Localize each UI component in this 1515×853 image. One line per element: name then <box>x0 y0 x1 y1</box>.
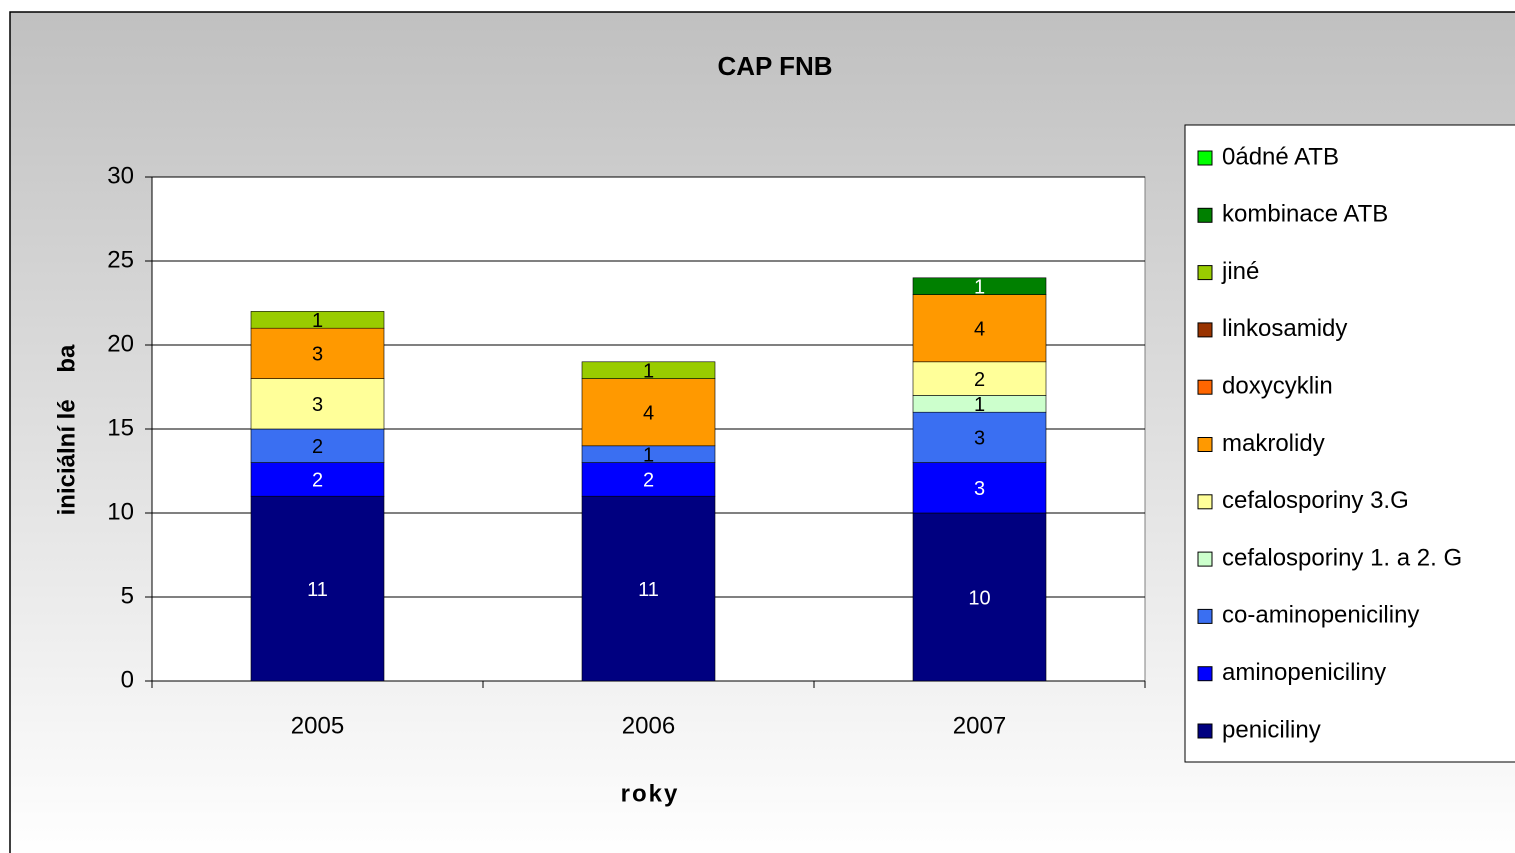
y-tick-label: 10 <box>107 498 134 525</box>
legend <box>1184 124 1515 763</box>
x-axis-label: roky <box>621 780 680 807</box>
data-label: 1 <box>643 360 654 382</box>
legend-swatch <box>1197 666 1213 682</box>
bar-segment <box>912 361 1047 396</box>
y-tick-label: 30 <box>107 162 134 189</box>
data-label: 2 <box>312 436 323 458</box>
data-label: 1 <box>643 444 654 466</box>
bar-segment <box>250 327 385 379</box>
legend-swatch <box>1197 723 1213 739</box>
data-label: 2 <box>312 470 323 492</box>
legend-swatch <box>1197 207 1213 223</box>
bar-segment <box>912 411 1047 463</box>
legend-swatch <box>1197 608 1213 624</box>
legend-label: cefalosporiny 3.G <box>1222 487 1409 514</box>
data-label: 3 <box>974 428 985 450</box>
legend-label: jiné <box>1221 258 1259 285</box>
bar-segment <box>250 428 385 463</box>
x-tick-label: 2007 <box>953 712 1006 739</box>
y-tick-label: 20 <box>107 330 134 357</box>
bar-segment <box>581 495 716 682</box>
data-label: 10 <box>968 587 990 609</box>
data-label: 1 <box>974 394 985 416</box>
data-label: 2 <box>974 369 985 391</box>
data-label: 11 <box>307 579 328 601</box>
y-tick-label: 15 <box>107 414 134 441</box>
data-label: 1 <box>312 310 323 332</box>
data-label: 4 <box>643 402 654 424</box>
data-label: 3 <box>974 478 985 500</box>
x-tick-label: 2005 <box>291 712 344 739</box>
bar-segment <box>581 462 716 497</box>
data-label: 4 <box>974 318 985 340</box>
bar-segment <box>250 495 385 682</box>
y-tick-label: 25 <box>107 246 134 273</box>
legend-label: peniciliny <box>1222 716 1321 743</box>
y-tick-label: 0 <box>121 666 134 693</box>
legend-label: linkosamidy <box>1222 315 1347 342</box>
y-axis-label: iniciální lé ba <box>53 344 80 515</box>
legend-swatch <box>1197 437 1213 452</box>
legend-swatch <box>1197 379 1213 395</box>
data-label: 1 <box>974 276 985 298</box>
bar-segment <box>581 361 716 379</box>
bar-segment <box>581 378 716 447</box>
data-label: 11 <box>638 579 659 601</box>
legend-label: 0ádné ATB <box>1222 143 1339 170</box>
legend-swatch <box>1197 265 1213 281</box>
legend-label: co-aminopeniciliny <box>1222 602 1419 629</box>
legend-label: kombinace ATB <box>1222 201 1388 228</box>
bar-segment <box>912 462 1047 514</box>
legend-label: cefalosporiny 1. a 2. G <box>1222 544 1462 571</box>
bar-segment <box>250 378 385 430</box>
bar-segment <box>912 512 1047 682</box>
legend-label: makrolidy <box>1222 430 1325 457</box>
bar-segment <box>912 294 1047 363</box>
chart-title: CAP FNB <box>717 51 832 81</box>
bar-segment <box>250 462 385 497</box>
legend-label: aminopeniciliny <box>1222 659 1386 686</box>
x-tick-label: 2006 <box>622 712 675 739</box>
legend-swatch <box>1197 551 1213 567</box>
legend-swatch <box>1197 494 1213 510</box>
bar-segment <box>250 311 385 329</box>
legend-label: doxycyklin <box>1222 373 1333 400</box>
y-tick-label: 5 <box>121 582 134 609</box>
bar-segment <box>912 277 1047 295</box>
data-label: 2 <box>643 470 654 492</box>
legend-swatch <box>1197 150 1213 166</box>
legend-swatch <box>1197 322 1213 338</box>
data-label: 3 <box>312 344 323 366</box>
data-label: 3 <box>312 394 323 416</box>
